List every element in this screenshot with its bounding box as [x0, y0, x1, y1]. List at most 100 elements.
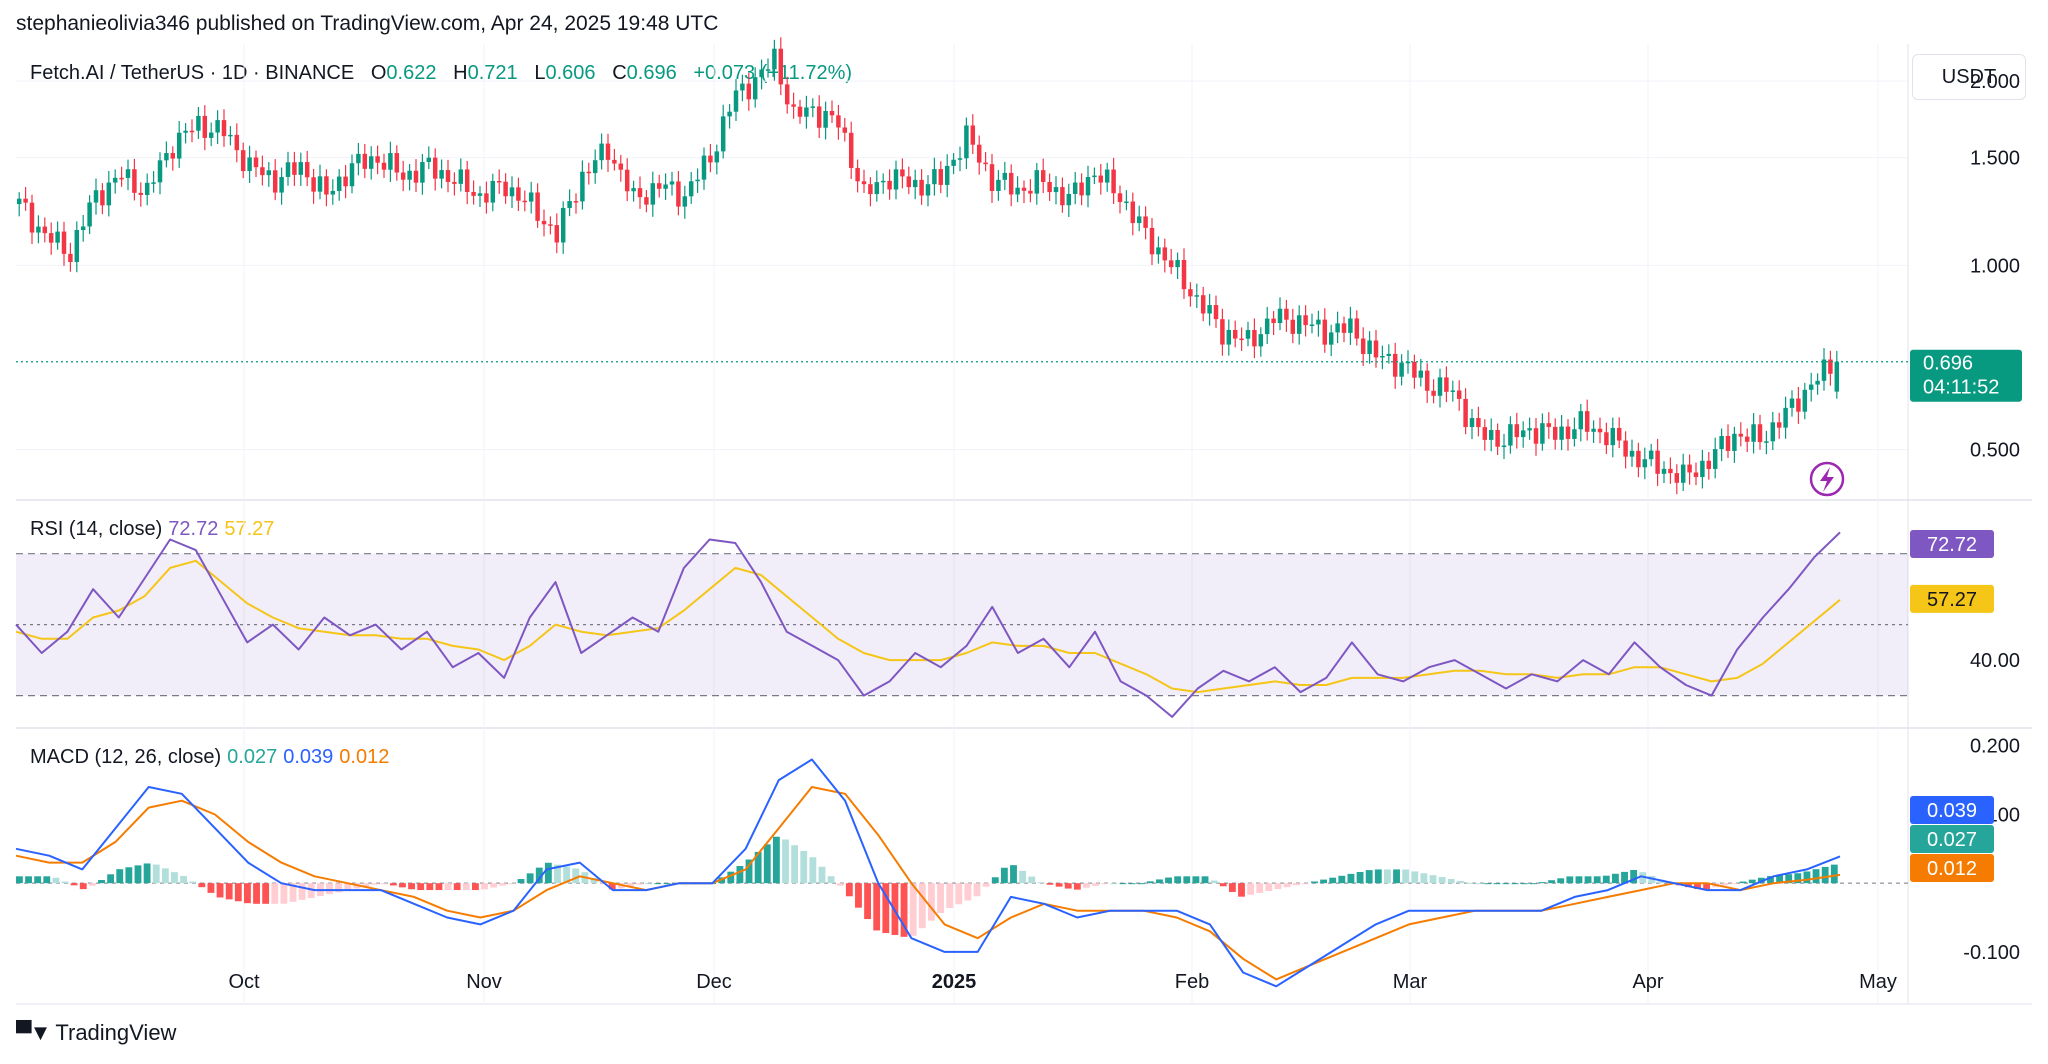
macd-hist-bar: [1703, 883, 1711, 890]
macd-hist-bar: [389, 883, 397, 886]
macd-hist-bar: [1584, 876, 1592, 884]
candle-body: [1757, 424, 1763, 443]
macd-hist-bar: [964, 883, 972, 901]
candle-body: [893, 169, 899, 190]
candle-body: [272, 170, 278, 193]
macd-hist-bar: [107, 874, 115, 884]
candle-body: [138, 192, 144, 195]
macd-line: [15, 758, 1841, 988]
x-tick-label: Apr: [1632, 971, 1663, 993]
candle-body: [1092, 175, 1097, 178]
x-tick-label: Feb: [1175, 971, 1209, 993]
candle-body: [503, 181, 508, 197]
macd-hist-bar: [1037, 882, 1045, 884]
candle-body: [1136, 216, 1142, 224]
macd-hist-bar: [1183, 876, 1191, 884]
candle-body: [708, 155, 713, 163]
candle-body: [1392, 353, 1398, 377]
candle-body: [1456, 390, 1462, 399]
macd-hist-bar: [1803, 871, 1811, 884]
macd-hist-bar: [572, 868, 580, 884]
candle-body: [1188, 289, 1193, 297]
candle-body: [36, 226, 41, 233]
rsi-ma-badge-text: 57.27: [1927, 589, 1977, 611]
macd-hist-bar: [1083, 883, 1090, 888]
macd-hist-bar: [1520, 883, 1528, 885]
candle-body: [1482, 427, 1488, 440]
macd-hist-badge: [1910, 825, 1994, 853]
candle-body: [1424, 370, 1430, 391]
macd-hist-bar: [1429, 875, 1437, 884]
candle-body: [311, 177, 316, 192]
candle-body: [1527, 428, 1532, 431]
macd-hist-bar: [1621, 871, 1628, 884]
candle-body: [1680, 464, 1686, 483]
macd-hist-bar: [1575, 876, 1583, 884]
candle-body: [580, 171, 585, 202]
macd-hist-bar: [207, 883, 215, 893]
macd-lines: [15, 758, 1908, 988]
candle-body: [1501, 445, 1507, 448]
macd-hist-bar: [298, 883, 306, 900]
macd-hist-bar: [1630, 869, 1638, 884]
candle-body: [1066, 193, 1072, 206]
tradingview-brand[interactable]: ▀▼ TradingView: [16, 1020, 176, 1046]
lightning-icon[interactable]: [1809, 461, 1845, 497]
candle-body: [170, 153, 176, 159]
candle-body: [1655, 450, 1660, 474]
candle-body: [1277, 308, 1283, 324]
macd-hist-bar: [34, 876, 42, 884]
candle-body: [1469, 418, 1475, 428]
macd-signal-current-value: 0.012: [339, 746, 390, 768]
macd-hist-bar: [1612, 873, 1619, 884]
macd-hist-bar: [435, 883, 443, 891]
candle-body: [157, 160, 163, 183]
candle-body: [1687, 464, 1692, 473]
macd-hist-bar: [973, 883, 981, 897]
candle-body: [375, 156, 380, 163]
candle-body: [183, 130, 188, 133]
candle-body: [356, 153, 361, 164]
candle-body: [106, 182, 112, 206]
candle-body: [932, 169, 937, 185]
candle-body: [164, 153, 169, 161]
rsi-line: [15, 531, 1841, 718]
macd-hist-bar: [1730, 883, 1738, 885]
candle-body: [688, 181, 694, 197]
candle-body: [1828, 359, 1833, 374]
symbol-name[interactable]: Fetch.AI / TetherUS · 1D · BINANCE: [30, 62, 355, 84]
candle-body: [1309, 324, 1315, 326]
candle-body: [1584, 411, 1590, 432]
macd-legend[interactable]: MACD (12, 26, close) 0.027 0.039 0.012: [30, 746, 389, 769]
candle-body: [1354, 318, 1360, 339]
candle-body: [324, 176, 329, 195]
candle-body: [1712, 449, 1718, 469]
currency-button[interactable]: USDT: [1912, 54, 2026, 100]
macd-hist-bar: [663, 883, 671, 885]
last-price-badge-value: 0.696: [1923, 353, 1973, 375]
candle-body: [1405, 361, 1411, 364]
rsi-legend[interactable]: RSI (14, close) 72.72 57.27: [30, 518, 274, 541]
macd-value-badge-text: 0.039: [1927, 800, 1977, 822]
candle-body: [1732, 433, 1737, 451]
candle-body: [55, 231, 60, 243]
candle-body: [1616, 427, 1622, 441]
candle-body: [1162, 247, 1168, 261]
candle-body: [1015, 187, 1020, 195]
candle-body: [1322, 319, 1328, 345]
candle-body: [1648, 450, 1654, 460]
rsi-lines: [15, 531, 1841, 718]
macd-hist-bar: [16, 876, 23, 884]
macd-signal-badge-text: 0.012: [1927, 858, 1977, 880]
candle-body: [1156, 247, 1161, 255]
candle-body: [1258, 334, 1264, 347]
candle-body: [1808, 384, 1814, 390]
macd-hist-bar: [800, 850, 808, 884]
macd-hist-bar: [444, 883, 452, 891]
candle-body: [266, 170, 272, 176]
candle-body: [1053, 187, 1059, 193]
macd-hist-bar: [1019, 870, 1027, 884]
candle-body: [1520, 430, 1526, 438]
